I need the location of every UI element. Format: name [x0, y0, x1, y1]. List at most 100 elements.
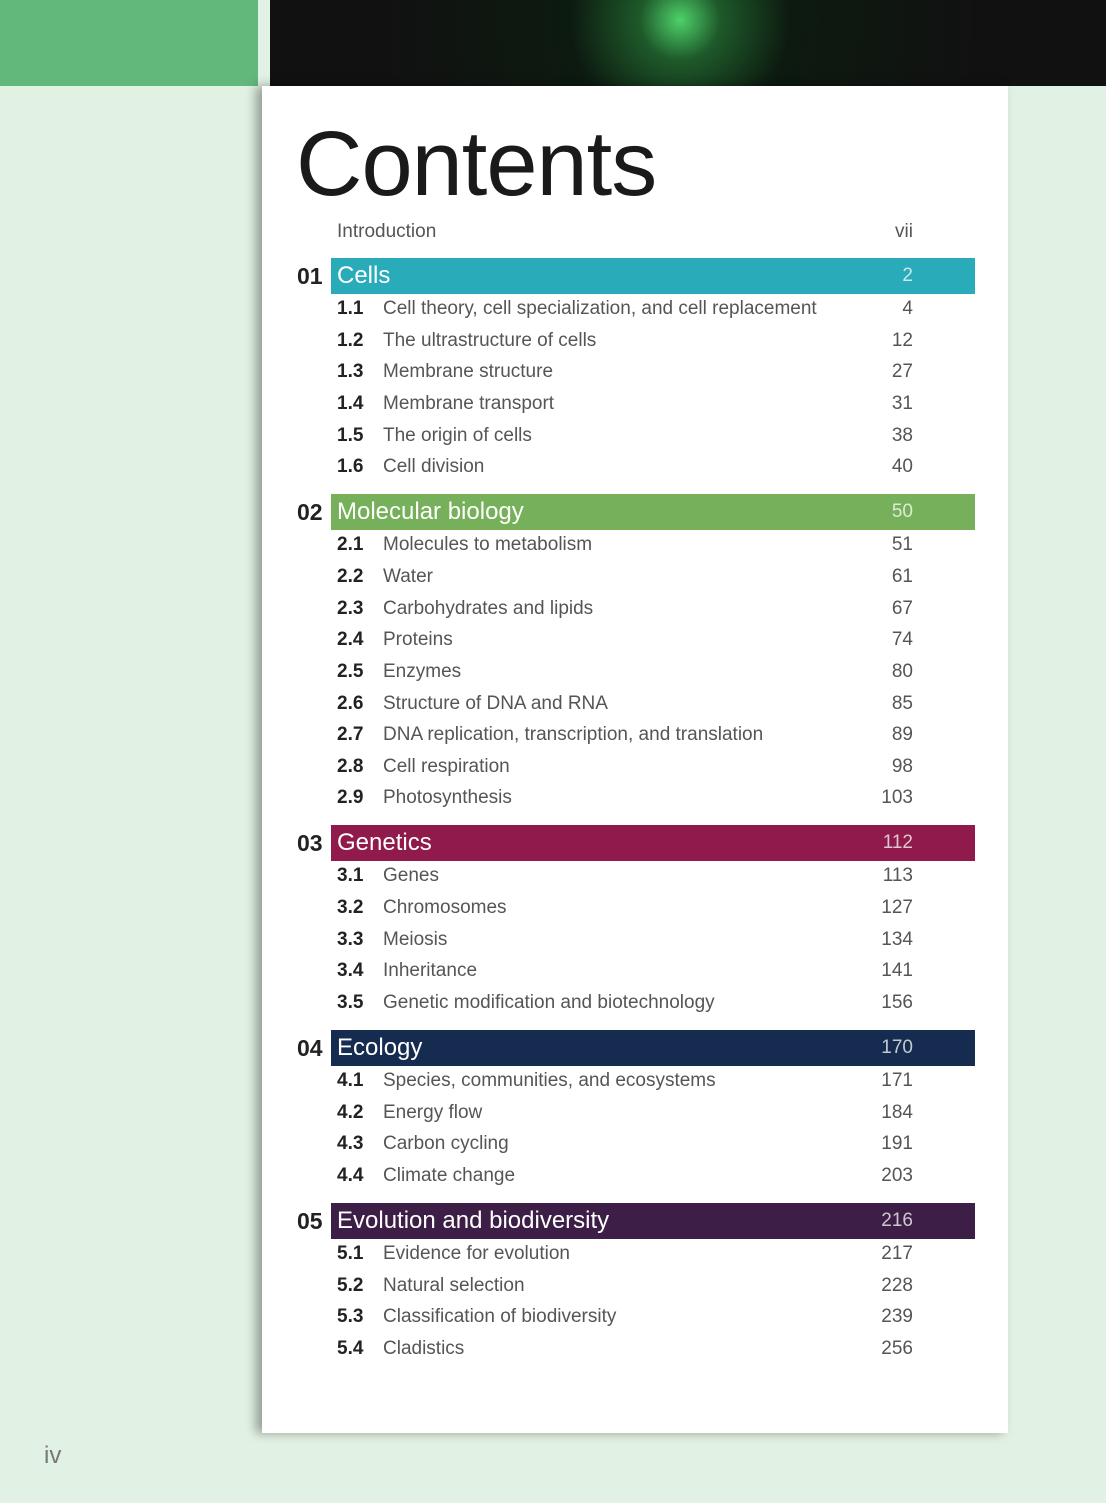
corner-block: [0, 0, 258, 86]
section-title: Photosynthesis: [383, 787, 512, 809]
section-number: 1.2: [337, 329, 364, 351]
section-title: Enzymes: [383, 660, 462, 682]
section-number: 5.3: [337, 1306, 364, 1328]
section-page: 40: [891, 456, 913, 478]
section-number: 1.6: [337, 456, 364, 478]
section-number: 4.2: [337, 1101, 364, 1123]
section-page: 228: [881, 1274, 913, 1296]
chapter-page: 2: [902, 265, 913, 286]
section-title: Membrane structure: [383, 361, 554, 383]
section-page: 74: [891, 629, 913, 651]
section-title: Genetic modification and biotechnology: [383, 992, 715, 1014]
section-page: 217: [881, 1243, 913, 1264]
section-page: 98: [891, 755, 913, 777]
section-page: 61: [891, 565, 913, 587]
chapter-page: 50: [891, 501, 913, 523]
chapter-title: Molecular biology: [337, 498, 524, 526]
section-number: 5.4: [337, 1337, 364, 1359]
chapter-number: 02: [297, 499, 323, 526]
section-number: 3.2: [337, 897, 364, 919]
section-number: 1.4: [337, 392, 364, 414]
section-number: 3.3: [337, 928, 364, 950]
section-page: 103: [881, 787, 913, 809]
section-title: Membrane transport: [383, 392, 555, 414]
section-title: Climate change: [383, 1165, 516, 1186]
section-page: 51: [891, 534, 913, 556]
title: Contents: [296, 113, 657, 215]
section-title: Natural selection: [383, 1274, 525, 1296]
banner: [270, 0, 1106, 86]
section-number: 2.6: [337, 692, 364, 714]
section-title: Structure of DNA and RNA: [383, 692, 608, 714]
section-title: Cladistics: [383, 1337, 465, 1359]
section-page: 171: [881, 1070, 913, 1092]
chapter-title: Genetics: [337, 829, 432, 857]
chapter-title: Evolution and biodiversity: [337, 1207, 610, 1234]
section-title: Cell division: [383, 456, 485, 478]
section-page: 80: [891, 660, 913, 682]
section-page: 12: [891, 329, 913, 351]
section-number: 2.5: [337, 660, 364, 682]
section-number: 2.8: [337, 755, 364, 777]
section-title: Evidence for evolution: [383, 1243, 570, 1264]
chapter-number: 03: [297, 830, 323, 857]
section-title: Molecules to metabolism: [383, 534, 593, 556]
section-title: Carbohydrates and lipids: [383, 597, 594, 619]
chapter-number: 01: [297, 263, 323, 289]
chapter-bar: [331, 494, 975, 531]
section-number: 3.4: [337, 960, 364, 982]
section-number: 5.1: [337, 1243, 364, 1264]
section-page: 203: [881, 1165, 913, 1186]
page-number: iv: [44, 1442, 62, 1469]
section-page: 239: [881, 1306, 913, 1328]
section-page: 191: [881, 1133, 913, 1155]
section-page: 256: [881, 1337, 913, 1359]
section-number: 2.4: [337, 629, 364, 651]
section-page: 156: [881, 992, 913, 1014]
chapter-number: 05: [297, 1208, 323, 1234]
section-title: Genes: [383, 865, 439, 887]
section-title: Proteins: [383, 629, 453, 651]
section-title: Water: [383, 565, 433, 587]
section-number: 1.3: [337, 361, 364, 383]
section-number: 2.9: [337, 787, 364, 809]
section-title: Chromosomes: [383, 897, 507, 919]
section-page: 27: [891, 361, 913, 383]
section-page: 127: [881, 897, 913, 919]
section-page: 38: [891, 424, 913, 446]
chapter-page: 216: [881, 1210, 913, 1231]
section-title: Cell respiration: [383, 755, 510, 777]
chapter-page: 170: [881, 1037, 913, 1059]
section-page: 89: [891, 724, 913, 746]
section-title: The origin of cells: [383, 424, 532, 446]
intro-label: Introduction: [337, 221, 437, 242]
section-page: 184: [881, 1101, 913, 1123]
section-number: 5.2: [337, 1274, 364, 1296]
section-number: 4.3: [337, 1133, 364, 1155]
section-number: 2.3: [337, 597, 364, 619]
section-number: 4.1: [337, 1070, 364, 1092]
chapter-title: Cells: [337, 262, 391, 289]
section-number: 2.7: [337, 724, 364, 746]
chapter-title: Ecology: [337, 1034, 423, 1062]
section-page: 31: [891, 392, 913, 414]
intro-page: vii: [895, 221, 913, 242]
chapter-bar: [331, 1203, 975, 1239]
section-number: 1.1: [337, 298, 364, 319]
section-number: 3.1: [337, 865, 364, 887]
chapter-number: 04: [297, 1035, 323, 1062]
chapter-page: 112: [882, 832, 913, 854]
section-number: 3.5: [337, 992, 364, 1014]
section-page: 67: [891, 597, 913, 619]
section-number: 1.5: [337, 424, 364, 446]
section-page: 134: [881, 928, 913, 950]
section-title: Energy flow: [383, 1101, 483, 1123]
section-title: Carbon cycling: [383, 1133, 509, 1155]
section-title: Inheritance: [383, 960, 478, 982]
section-title: Cell theory, cell specialization, and ce…: [383, 298, 817, 319]
section-title: Meiosis: [383, 928, 448, 950]
section-title: Species, communities, and ecosystems: [383, 1070, 716, 1092]
section-page: 113: [882, 865, 913, 887]
section-title: Classification of biodiversity: [383, 1306, 617, 1328]
